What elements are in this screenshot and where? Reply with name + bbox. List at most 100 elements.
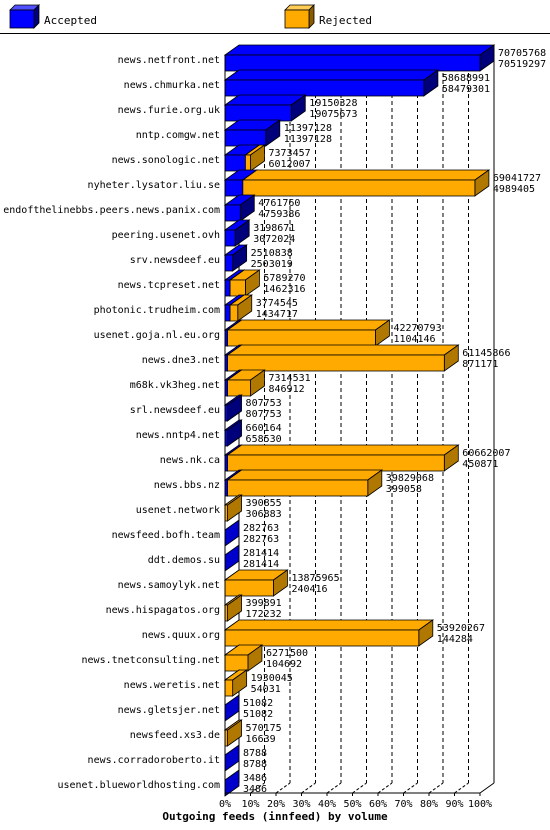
bar-accepted	[223, 69, 440, 97]
row-label: photonic.trudheim.com	[94, 305, 220, 316]
bar-rejected-top	[223, 619, 435, 631]
row-label: news.nk.ca	[160, 455, 220, 466]
value-label-accepted: 58479301	[442, 84, 490, 95]
row-label: usenet.blueworldhosting.com	[57, 780, 220, 791]
value-label-accepted: 11397128	[284, 134, 332, 145]
bar-accepted	[224, 769, 240, 797]
value-label-total: 8788	[243, 748, 267, 759]
bar-accepted	[223, 44, 496, 72]
value-label-total: 390855	[246, 498, 282, 509]
row-label: news.nntp4.net	[136, 430, 220, 441]
bar-accepted	[223, 419, 243, 447]
row-label: news.sonologic.net	[112, 155, 220, 166]
bar-rejected	[223, 719, 243, 747]
bar-rejected-front	[227, 329, 376, 347]
row-label: newsfeed.xs3.de	[130, 730, 220, 741]
x-tick-label: 70%	[394, 799, 412, 810]
bar-accepted	[223, 219, 251, 247]
row-label: news.dne3.net	[142, 355, 220, 366]
value-label-accepted: 3486	[243, 784, 267, 795]
bar-rejected-front	[224, 629, 420, 647]
bar-accepted-top	[223, 44, 496, 56]
bar-rejected	[223, 669, 248, 697]
bar-rejected	[226, 369, 266, 397]
row-label: news.tnetconsulting.net	[82, 655, 220, 666]
value-label-accepted: 1434717	[256, 309, 298, 320]
legend-swatch	[9, 9, 35, 29]
value-label-accepted: 54031	[251, 684, 281, 695]
bar-accepted	[223, 94, 307, 122]
value-label-total: 60662007	[462, 448, 510, 459]
value-label-accepted: 1104146	[393, 334, 435, 345]
value-label-total: 7373457	[269, 148, 311, 159]
row-label: news.tcpreset.net	[118, 280, 220, 291]
legend-item-rejected: Rejected	[284, 4, 372, 29]
value-label-accepted: 1462316	[263, 284, 305, 295]
bar-rejected	[241, 169, 491, 197]
bar-rejected-top	[226, 344, 460, 356]
row-label: news.hispagatos.org	[106, 605, 220, 616]
value-label-accepted: 144284	[437, 634, 473, 645]
row-label: news.furie.org.uk	[118, 105, 220, 116]
legend-item-accepted: Accepted	[9, 4, 97, 29]
value-label-total: 399891	[246, 598, 282, 609]
bar-rejected-front	[229, 279, 246, 297]
value-label-accepted: 16639	[246, 734, 276, 745]
row-label: usenet.goja.nl.eu.org	[94, 330, 220, 341]
bar-accepted	[224, 694, 240, 722]
bar-accepted-front	[224, 204, 241, 222]
value-label-total: 19150328	[309, 98, 357, 109]
value-label-accepted: 282763	[243, 534, 279, 545]
bar-accepted	[224, 744, 240, 772]
bar-accepted-front	[224, 54, 481, 72]
value-label-total: 39829068	[386, 473, 434, 484]
legend-label: Rejected	[319, 14, 372, 27]
bar-rejected	[226, 344, 460, 372]
value-label-total: 53920267	[437, 623, 485, 634]
value-label-accepted: 658530	[246, 434, 282, 445]
row-label: news.gletsjer.net	[118, 705, 220, 716]
row-label: news.corradoroberto.it	[88, 755, 220, 766]
bar-rejected	[223, 594, 243, 622]
bar-rejected	[223, 569, 289, 597]
value-label-accepted: 807753	[246, 409, 282, 420]
bar-rejected	[244, 144, 266, 172]
bar-accepted-front	[224, 304, 231, 322]
row-label: news.bbs.nz	[154, 480, 220, 491]
value-label-total: 13875965	[291, 573, 339, 584]
bar-rejected	[223, 494, 243, 522]
grid-floor-line	[326, 782, 342, 794]
row-label: nyheter.lysator.liu.se	[88, 180, 220, 191]
value-label-total: 7314531	[269, 373, 311, 384]
row-label: nntp.comgw.net	[136, 130, 220, 141]
row-label: newsfeed.bofh.team	[112, 530, 220, 541]
value-label-total: 281414	[243, 548, 279, 559]
value-label-accepted: 871171	[462, 359, 498, 370]
bar-accepted-front	[224, 254, 234, 272]
bar-rejected-front	[227, 454, 445, 472]
value-label-accepted: 2503019	[251, 259, 293, 270]
value-label-total: 61145866	[462, 348, 510, 359]
value-label-accepted: 8788	[243, 759, 267, 770]
x-tick-label: 0%	[219, 799, 231, 810]
grid-floor-line	[352, 782, 367, 794]
x-tick-label: 80%	[420, 799, 438, 810]
row-label: news.chmurka.net	[124, 80, 220, 91]
bar-rejected-front	[227, 479, 369, 497]
legend-label: Accepted	[44, 14, 97, 27]
bar-rejected-front	[242, 179, 476, 197]
value-label-accepted: 70519297	[498, 59, 546, 70]
row-label: m68k.vk3heg.net	[130, 380, 220, 391]
bar-rejected-front	[227, 354, 445, 372]
bar-rejected	[223, 644, 264, 672]
value-label-accepted: 306883	[246, 509, 282, 520]
value-label-total: 5789270	[263, 273, 305, 284]
bar-rejected-front	[244, 154, 251, 172]
bar-accepted	[223, 244, 248, 272]
value-label-accepted: 4989405	[493, 184, 535, 195]
bar-accepted-front	[224, 104, 292, 122]
value-label-accepted: 3072024	[253, 234, 295, 245]
bar-rejected-top	[226, 319, 391, 331]
value-label-total: 1930045	[251, 673, 293, 684]
